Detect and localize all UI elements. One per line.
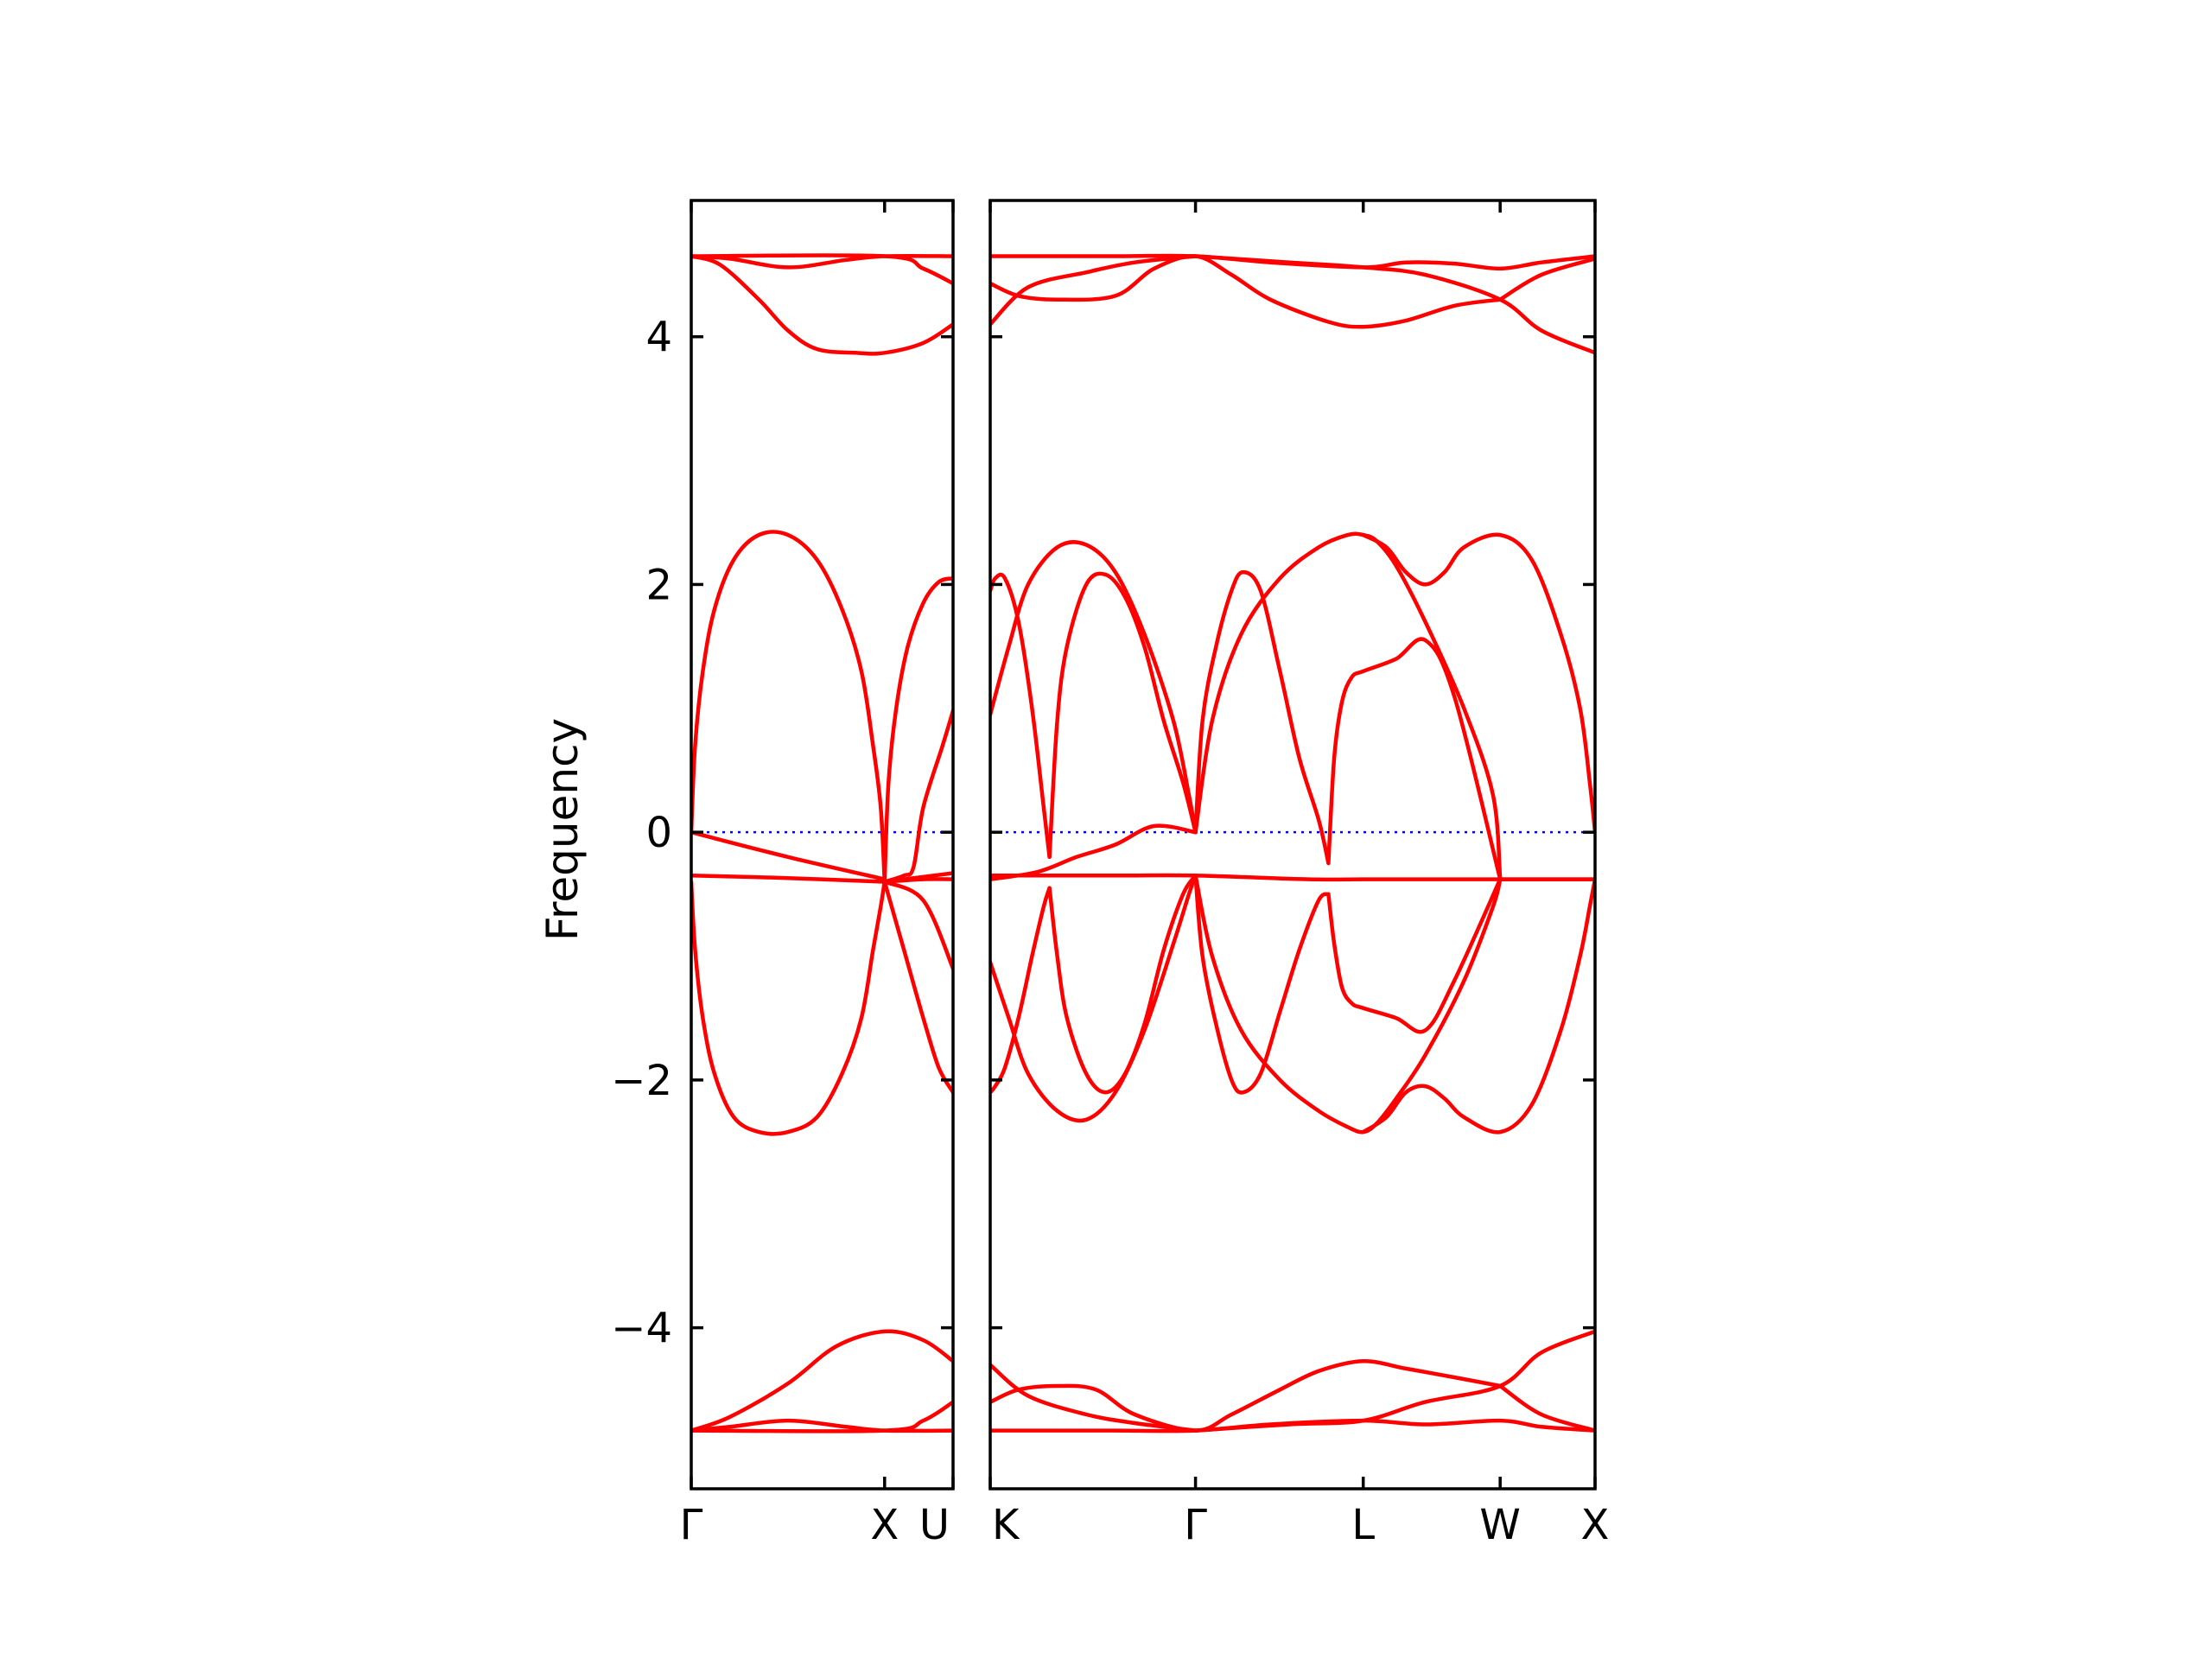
- band-group: [990, 253, 1595, 1433]
- y-tick-label: 2: [645, 561, 672, 609]
- y-tick-label: 4: [645, 314, 672, 362]
- band-line-right-18: [1326, 877, 1503, 1034]
- band-line-right-25: [1193, 1329, 1595, 1433]
- band-line-left-4: [691, 880, 887, 1136]
- band-line-right-17: [1326, 637, 1503, 881]
- band-line-left-9: [882, 709, 953, 884]
- x-tick-label: U: [919, 1501, 950, 1549]
- band-line-left-6: [691, 830, 887, 881]
- band-line-left-15: [691, 1400, 953, 1433]
- band-group: [691, 253, 953, 1433]
- band-line-left-14: [691, 1329, 953, 1433]
- panel-left: −4 −2 0 2 4 Γ X U: [611, 199, 955, 1549]
- band-line-right-14: [1193, 874, 1331, 1095]
- x-tick-label: W: [1479, 1501, 1520, 1549]
- band-line-right-24: [990, 1363, 1198, 1433]
- band-line-right-20: [1361, 877, 1595, 1135]
- y-tick-label: −2: [611, 1057, 672, 1105]
- band-line-left-12: [882, 877, 953, 884]
- band-line-right-12: [1047, 874, 1198, 1095]
- band-line-left-7: [882, 576, 953, 884]
- panel-frame: [690, 199, 955, 1491]
- x-tick-label: X: [870, 1501, 899, 1549]
- x-tick-label: X: [1581, 1501, 1610, 1549]
- y-tick-label: 0: [645, 809, 672, 857]
- band-line-left-1: [691, 254, 953, 356]
- x-tick-label: L: [1351, 1501, 1375, 1549]
- band-line-right-5: [990, 823, 1198, 881]
- band-line-left-8: [882, 880, 953, 1095]
- x-tick-label: Γ: [1184, 1501, 1207, 1549]
- band-line-right-15: [1193, 531, 1503, 881]
- band-line-right-11: [1047, 571, 1198, 860]
- x-tick-label: Γ: [680, 1501, 703, 1549]
- band-line-right-7: [990, 572, 1052, 860]
- band-line-right-3: [1193, 254, 1595, 355]
- band-line-left-5: [691, 874, 887, 884]
- band-line-right-13: [1193, 569, 1331, 866]
- band-line-right-1: [990, 254, 1503, 329]
- band-line-right-9: [990, 540, 1198, 835]
- panel-frame: [988, 199, 1597, 1491]
- band-line-left-10: [882, 880, 953, 971]
- band-line-left-2: [691, 253, 953, 286]
- band-line-right-8: [990, 886, 1052, 1095]
- band-line-left-3: [691, 530, 887, 884]
- band-line-right-10: [990, 874, 1198, 1123]
- x-tick-label: K: [992, 1501, 1020, 1549]
- band-line-right-19: [1361, 532, 1595, 835]
- band-line-right-4: [1497, 257, 1595, 302]
- y-axis-label: Frequency: [537, 718, 588, 941]
- band-line-right-2: [990, 254, 1198, 327]
- band-line-right-26: [1497, 1383, 1595, 1433]
- band-line-right-23: [990, 1359, 1503, 1433]
- y-tick-label: −4: [611, 1305, 672, 1353]
